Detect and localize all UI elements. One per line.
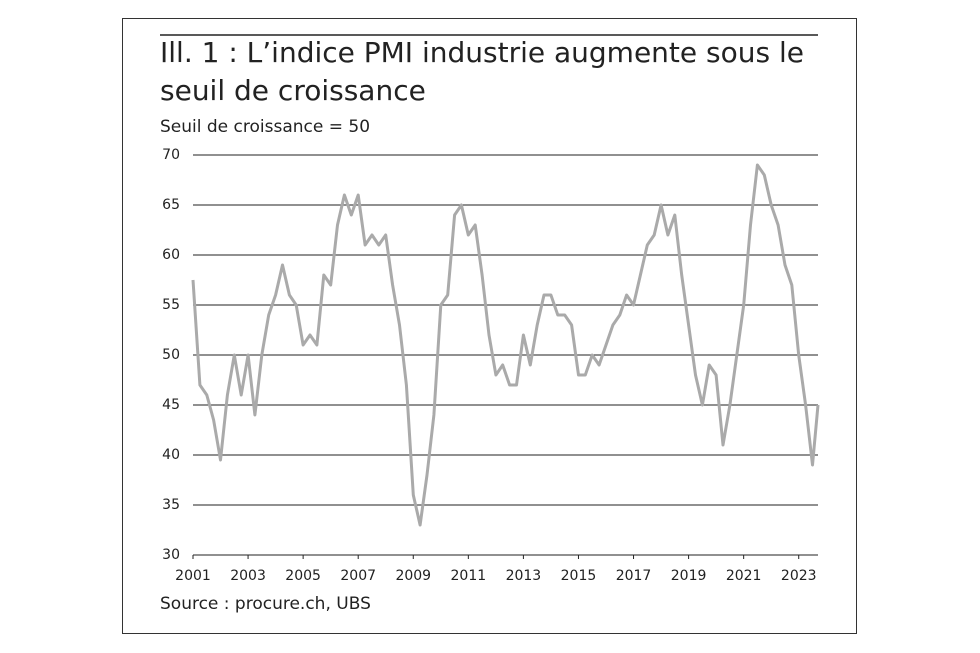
x-tick-label: 2009 [395,568,431,584]
x-tick-label: 2005 [285,568,321,584]
x-tick-label: 2017 [616,568,652,584]
x-tick-label: 2019 [671,568,707,584]
x-tick-label: 2013 [506,568,542,584]
chart-subtitle: Seuil de croissance = 50 [160,117,371,137]
chart-title: Ill. 1 : L’indice PMI industrie augmente… [160,36,804,107]
y-tick-label: 70 [162,147,180,163]
x-tick-label: 2021 [726,568,762,584]
y-tick-label: 50 [162,347,180,363]
y-tick-label: 35 [162,497,180,513]
y-tick-label: 55 [162,297,180,313]
y-tick-label: 45 [162,397,180,413]
x-tick-label: 2007 [340,568,376,584]
y-tick-label: 65 [162,197,180,213]
data-line [191,163,820,527]
y-tick-label: 30 [162,547,180,563]
x-tick-label: 2023 [781,568,817,584]
x-tick-label: 2003 [230,568,266,584]
y-tick-label: 60 [162,247,180,263]
frame [122,18,857,634]
source-note: Source : procure.ch, UBS [160,594,371,614]
y-tick-label: 40 [162,447,180,463]
x-tick-label: 2011 [451,568,487,584]
x-tick-label: 2001 [175,568,211,584]
x-tick-label: 2015 [561,568,597,584]
